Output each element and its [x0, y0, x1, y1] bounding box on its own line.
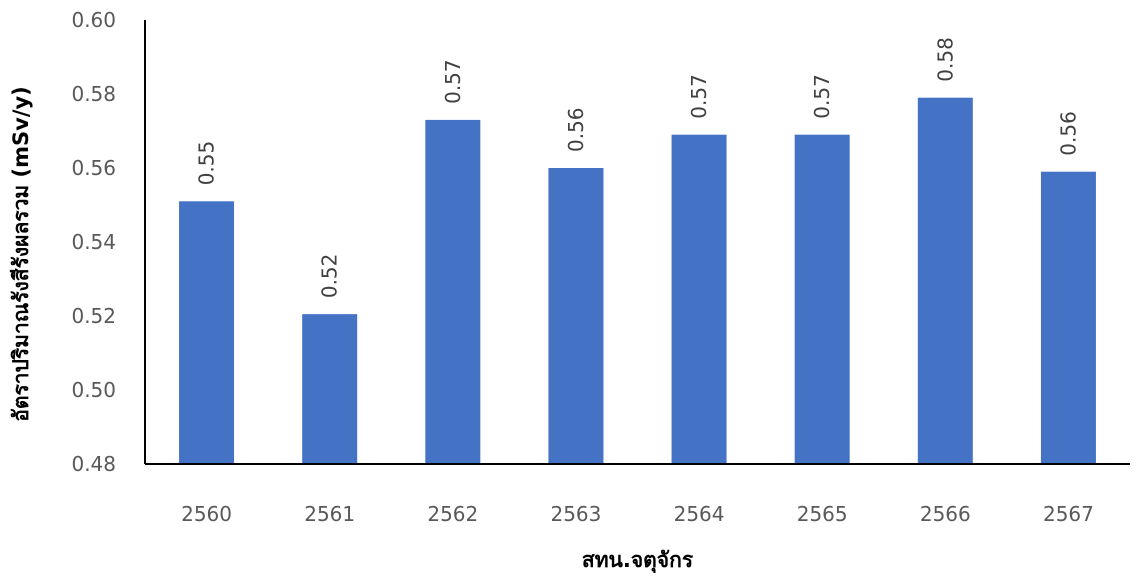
x-axis-ticks: 2560 2561 2562 2563 2564 2565 2566 2567 [181, 502, 1094, 526]
x-tick-label: 2560 [181, 502, 232, 526]
x-tick-label: 2566 [920, 502, 971, 526]
data-labels-group: 0.55 0.52 0.57 0.56 0.57 0.57 0.58 0.56 [195, 37, 1081, 298]
bar-data-label: 0.55 [195, 141, 219, 186]
y-axis-title: อัตราปริมาณรังสีรังผลรวม (mSv/y) [9, 86, 33, 422]
bar [794, 134, 850, 464]
bar-data-label: 0.57 [687, 74, 711, 119]
y-axis-ticks: 0.48 0.50 0.52 0.54 0.56 0.58 0.60 [71, 8, 116, 476]
x-axis-title: สทน.จตุจักร [582, 548, 694, 574]
bar [548, 168, 604, 464]
y-tick-label: 0.56 [71, 156, 116, 180]
bar-data-label: 0.56 [564, 107, 588, 152]
bar [917, 97, 973, 464]
y-tick-label: 0.52 [71, 304, 116, 328]
bar-data-label: 0.56 [1056, 111, 1080, 156]
x-tick-label: 2561 [304, 502, 355, 526]
bar-data-label: 0.52 [318, 254, 342, 299]
bars-group [179, 97, 1096, 465]
bar-data-label: 0.58 [933, 37, 957, 82]
bar [1040, 171, 1096, 464]
bar [302, 314, 358, 464]
x-tick-label: 2567 [1043, 502, 1094, 526]
x-tick-label: 2565 [797, 502, 848, 526]
x-tick-label: 2562 [427, 502, 478, 526]
bar [671, 134, 727, 464]
y-tick-label: 0.58 [71, 82, 116, 106]
y-tick-label: 0.50 [71, 378, 116, 402]
bar [425, 119, 481, 465]
y-tick-label: 0.48 [71, 452, 116, 476]
x-tick-label: 2564 [674, 502, 725, 526]
x-tick-label: 2563 [550, 502, 601, 526]
bar-data-label: 0.57 [441, 59, 465, 104]
y-tick-label: 0.60 [71, 8, 116, 32]
bar [179, 201, 235, 465]
y-tick-label: 0.54 [71, 230, 116, 254]
bar-data-label: 0.57 [810, 74, 834, 119]
